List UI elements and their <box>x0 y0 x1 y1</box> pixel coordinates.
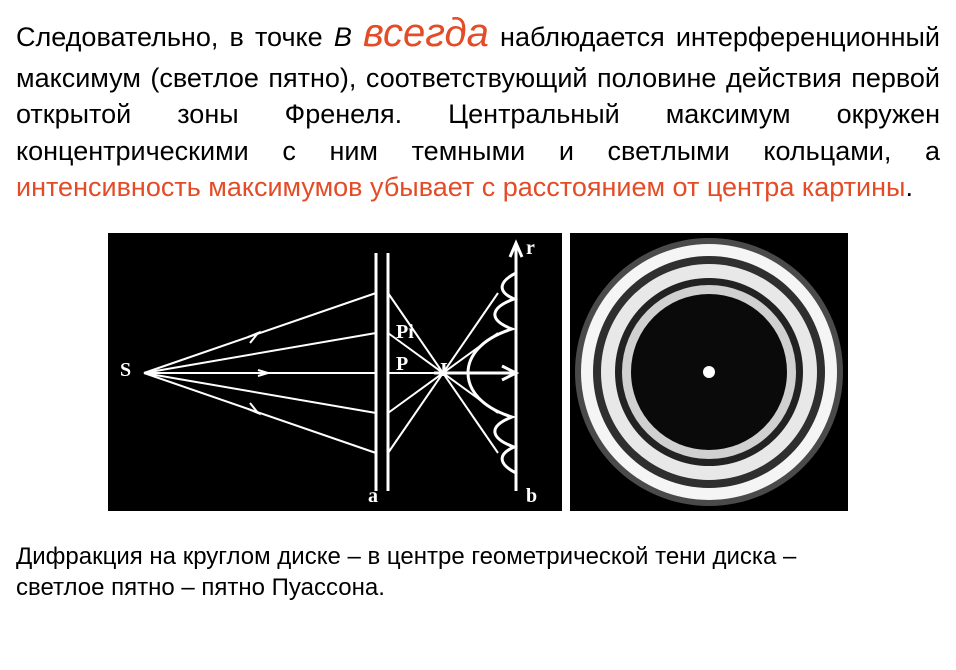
para-seg-red: интенсивность максимумов убывает с расст… <box>16 172 905 202</box>
label-S: S <box>120 359 131 382</box>
label-P: P <box>396 353 408 376</box>
point-B: В <box>334 22 352 52</box>
main-paragraph: Следовательно, в точке В всегда наблюдае… <box>16 6 940 206</box>
word-always: всегда <box>363 11 489 55</box>
para-seg1: Следовательно, в точке <box>16 22 334 52</box>
ray-diagram-svg <box>108 233 562 511</box>
caption-line2: светлое пятно – пятно Пуассона. <box>16 574 385 601</box>
para-period: . <box>905 172 913 202</box>
figure-caption: Дифракция на круглом диске – в центре ге… <box>16 541 916 603</box>
label-Pi: Pi <box>396 321 414 344</box>
caption-line1: Дифракция на круглом диске – в центре ге… <box>16 543 796 570</box>
label-a: a <box>368 485 378 508</box>
figure-ray-diagram: S Pi P I r a b <box>108 233 562 511</box>
label-r: r <box>526 237 535 260</box>
label-I: I <box>440 359 448 382</box>
figure-poisson-spot <box>570 233 848 511</box>
poisson-svg <box>570 233 848 511</box>
label-b: b <box>526 485 537 508</box>
figure-row: S Pi P I r a b <box>16 233 940 511</box>
